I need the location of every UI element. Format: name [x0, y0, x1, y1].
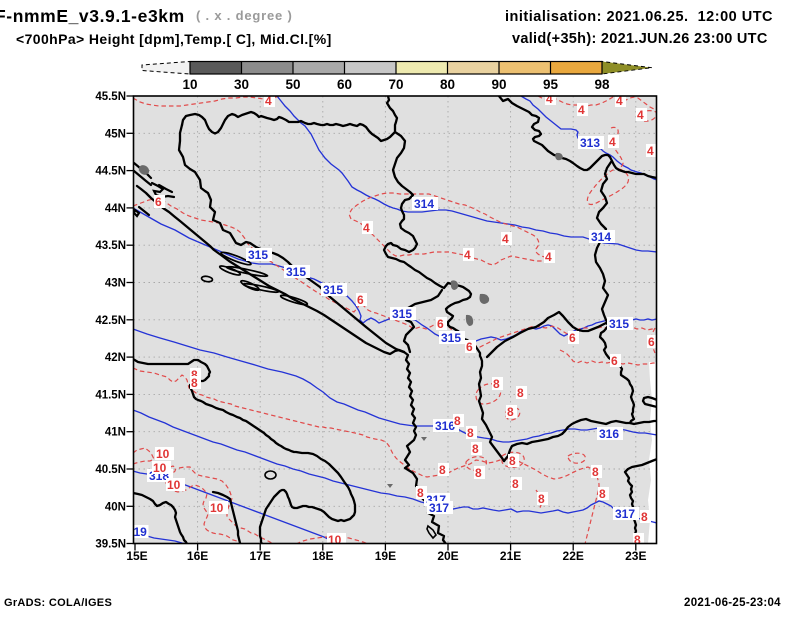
svg-text:8: 8: [599, 487, 606, 501]
svg-text:314: 314: [414, 197, 434, 211]
svg-text:23E: 23E: [625, 549, 646, 563]
svg-text:8: 8: [417, 486, 424, 500]
svg-text:98: 98: [594, 77, 610, 92]
svg-text:10: 10: [156, 447, 170, 461]
svg-text:317: 317: [429, 501, 449, 515]
svg-text:43.5N: 43.5N: [95, 240, 126, 252]
svg-text:45.5N: 45.5N: [95, 91, 126, 103]
svg-text:16E: 16E: [187, 549, 208, 563]
svg-text:60: 60: [337, 77, 352, 92]
svg-text:initialisation: 2021.06.25. 1: initialisation: 2021.06.25. 12:00 UTC: [505, 9, 773, 25]
svg-text:313: 313: [580, 136, 600, 150]
svg-text:44N: 44N: [105, 203, 126, 215]
svg-text:8: 8: [191, 368, 198, 382]
svg-text:8: 8: [507, 405, 514, 419]
svg-text:8: 8: [592, 465, 599, 479]
svg-text:6: 6: [437, 317, 444, 331]
svg-text:8: 8: [641, 510, 648, 524]
svg-text:315: 315: [286, 265, 306, 279]
svg-text:70: 70: [388, 77, 403, 92]
svg-text:41N: 41N: [105, 427, 126, 439]
svg-text:42.5N: 42.5N: [95, 315, 126, 327]
svg-text:4: 4: [616, 94, 623, 108]
svg-text:4: 4: [545, 250, 552, 264]
svg-text:2021-06-25-23:04: 2021-06-25-23:04: [684, 597, 781, 609]
svg-text:8: 8: [512, 477, 519, 491]
svg-text:90: 90: [491, 77, 506, 92]
svg-text:8: 8: [472, 442, 479, 456]
svg-text:6: 6: [648, 335, 655, 349]
svg-text:4: 4: [647, 144, 654, 158]
svg-text:4: 4: [609, 135, 616, 149]
svg-text:10: 10: [153, 461, 167, 475]
svg-text:8: 8: [493, 377, 500, 391]
svg-text:21E: 21E: [500, 549, 521, 563]
svg-text:8: 8: [475, 466, 482, 480]
svg-text:42N: 42N: [105, 352, 126, 364]
svg-text:315: 315: [609, 317, 629, 331]
svg-text:19E: 19E: [375, 549, 396, 563]
svg-text:8: 8: [517, 386, 524, 400]
svg-text:GrADS: COLA/IGES: GrADS: COLA/IGES: [4, 597, 112, 609]
svg-text:6: 6: [611, 354, 618, 368]
svg-text:8: 8: [439, 463, 446, 477]
svg-text:316: 316: [599, 427, 619, 441]
svg-text:4: 4: [363, 221, 370, 235]
svg-text:6: 6: [357, 293, 364, 307]
svg-text:315: 315: [323, 283, 343, 297]
svg-text:315: 315: [392, 307, 412, 321]
svg-text:6: 6: [466, 340, 473, 354]
svg-text:4: 4: [502, 232, 509, 246]
svg-text:<700hPa> Height [dpm],Temp.[ C: <700hPa> Height [dpm],Temp.[ C], Mid.Cl.…: [16, 31, 332, 47]
svg-text:43N: 43N: [105, 278, 126, 290]
svg-text:18E: 18E: [312, 549, 333, 563]
svg-text:4: 4: [578, 103, 585, 117]
svg-text:8: 8: [467, 426, 474, 440]
svg-text:valid(+35h): 2021.JUN.26 23:00: valid(+35h): 2021.JUN.26 23:00 UTC: [512, 31, 768, 47]
svg-text:314: 314: [591, 230, 611, 244]
svg-text:10: 10: [167, 478, 181, 492]
svg-text:15E: 15E: [126, 549, 147, 563]
svg-text:315: 315: [248, 248, 268, 262]
svg-text:317: 317: [615, 507, 635, 521]
svg-text:44.5N: 44.5N: [95, 166, 126, 178]
svg-text:19: 19: [134, 525, 148, 539]
svg-text:39.5N: 39.5N: [95, 539, 126, 551]
svg-text:4: 4: [546, 92, 553, 106]
svg-text:315: 315: [441, 331, 461, 345]
svg-text:50: 50: [285, 77, 300, 92]
svg-text:316: 316: [435, 419, 455, 433]
svg-text:8: 8: [509, 454, 516, 468]
svg-text:45N: 45N: [105, 128, 126, 140]
svg-text:41.5N: 41.5N: [95, 389, 126, 401]
svg-text:40N: 40N: [105, 501, 126, 513]
svg-text:10: 10: [210, 501, 224, 515]
svg-text:30: 30: [234, 77, 249, 92]
svg-text:95: 95: [543, 77, 559, 92]
svg-text:22E: 22E: [563, 549, 584, 563]
svg-text:4: 4: [637, 108, 644, 122]
svg-text:10: 10: [328, 533, 342, 547]
svg-text:( . x . degree ): ( . x . degree ): [196, 8, 293, 23]
svg-text:8: 8: [634, 533, 641, 547]
svg-text:6: 6: [155, 195, 162, 209]
svg-text:40.5N: 40.5N: [95, 464, 126, 476]
svg-text:6: 6: [569, 331, 576, 345]
svg-text:8: 8: [191, 376, 198, 390]
svg-text:4: 4: [464, 248, 471, 262]
svg-text:4: 4: [265, 94, 272, 108]
svg-text:80: 80: [440, 77, 455, 92]
svg-text:10: 10: [182, 77, 197, 92]
svg-text:F-nmmE_v3.9.1-e3km: F-nmmE_v3.9.1-e3km: [0, 6, 185, 26]
svg-text:8: 8: [538, 492, 545, 506]
svg-text:17E: 17E: [250, 549, 271, 563]
svg-text:20E: 20E: [437, 549, 458, 563]
svg-text:8: 8: [454, 414, 461, 428]
